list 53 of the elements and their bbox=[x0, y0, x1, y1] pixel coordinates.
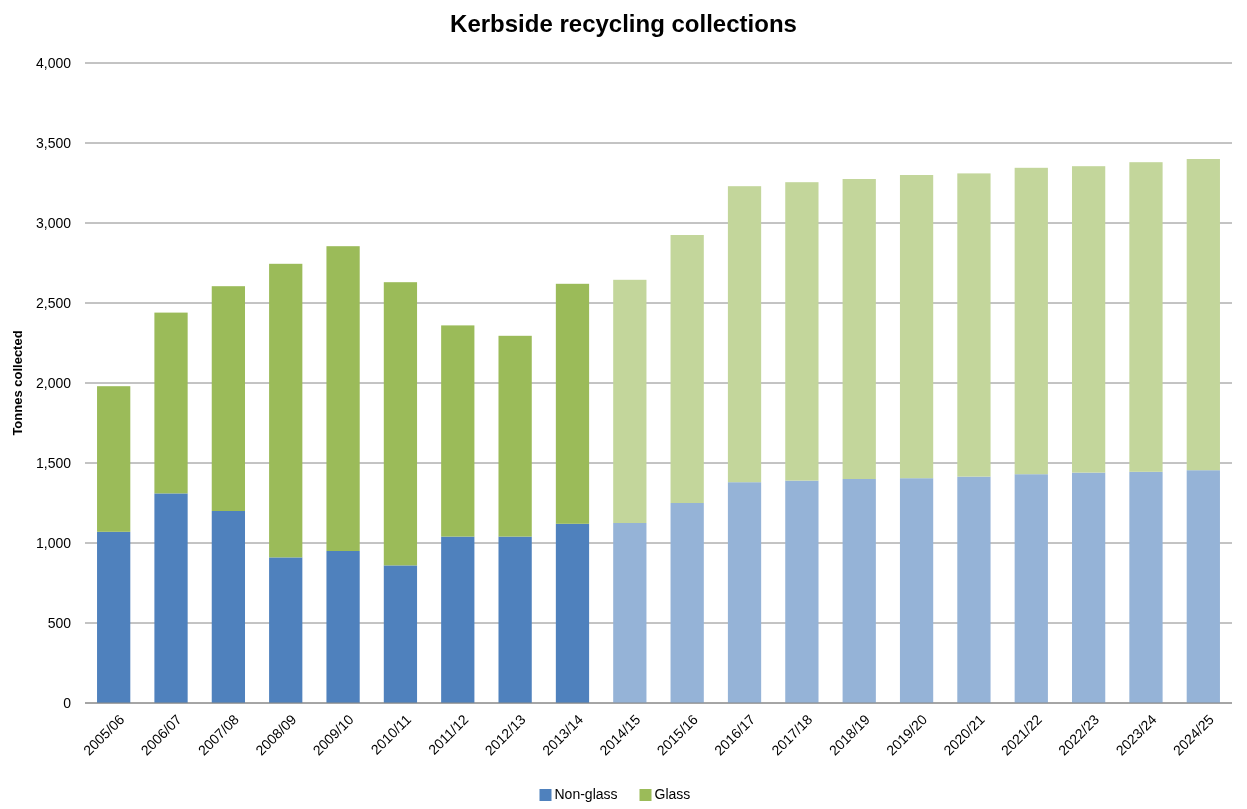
bar bbox=[1186, 159, 1220, 471]
bar bbox=[555, 523, 590, 703]
chart-title: Kerbside recycling collections bbox=[450, 10, 797, 37]
bar bbox=[670, 503, 704, 703]
bar bbox=[842, 179, 876, 479]
bar bbox=[785, 182, 819, 481]
bar bbox=[97, 531, 131, 703]
bar bbox=[555, 283, 590, 524]
bar bbox=[1071, 166, 1106, 473]
bar bbox=[498, 335, 532, 537]
bar bbox=[957, 173, 991, 477]
bar bbox=[727, 186, 762, 483]
bar bbox=[1129, 471, 1163, 703]
y-tick-label: 2,000 bbox=[35, 374, 72, 391]
y-tick-label: 0 bbox=[63, 694, 72, 711]
bar bbox=[326, 551, 360, 703]
bar bbox=[211, 511, 246, 703]
bar bbox=[154, 312, 188, 494]
bar bbox=[441, 536, 475, 703]
bar bbox=[326, 246, 360, 551]
bar bbox=[1129, 162, 1163, 472]
bar bbox=[1014, 167, 1048, 475]
y-axis-title: Tonnes collected bbox=[10, 330, 25, 436]
bar bbox=[899, 478, 934, 703]
y-tick-label: 3,500 bbox=[35, 134, 72, 151]
bar bbox=[899, 175, 934, 479]
bar bbox=[1014, 474, 1048, 703]
bar bbox=[211, 286, 246, 511]
y-tick-label: 1,000 bbox=[35, 534, 72, 551]
bar bbox=[1071, 472, 1106, 703]
y-tick-label: 1,500 bbox=[35, 454, 72, 471]
bar bbox=[154, 493, 188, 703]
y-tick-label: 3,000 bbox=[35, 214, 72, 231]
y-tick-label: 2,500 bbox=[35, 294, 72, 311]
bar bbox=[613, 523, 647, 703]
bar bbox=[498, 536, 532, 703]
bar bbox=[727, 482, 762, 703]
y-tick-label: 4,000 bbox=[35, 54, 72, 71]
bar bbox=[1186, 470, 1220, 703]
legend-label: Glass bbox=[654, 786, 691, 802]
bar bbox=[613, 279, 647, 523]
legend-label: Non-glass bbox=[554, 786, 618, 802]
bar bbox=[441, 325, 475, 537]
bar bbox=[670, 235, 704, 503]
bar bbox=[269, 263, 303, 558]
bar bbox=[842, 479, 876, 703]
bar bbox=[269, 557, 303, 703]
bar bbox=[957, 476, 991, 703]
bar bbox=[97, 386, 131, 532]
bar bbox=[383, 282, 418, 566]
bar bbox=[785, 480, 819, 703]
y-tick-label: 500 bbox=[47, 614, 72, 631]
bar bbox=[383, 565, 418, 703]
